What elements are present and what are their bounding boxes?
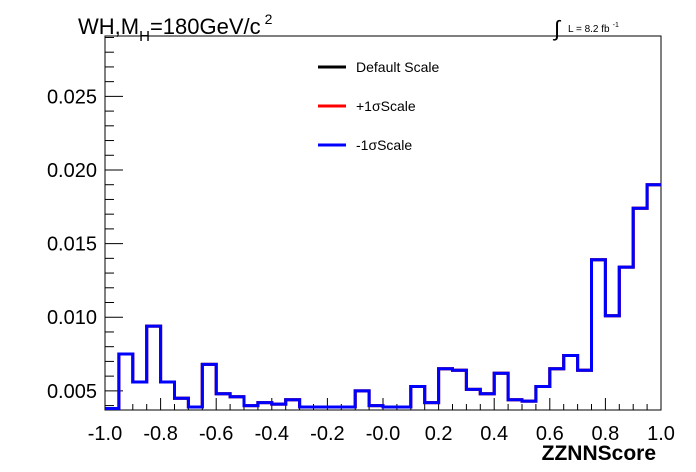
x-tick-label: -0.6 xyxy=(199,423,233,445)
x-tick-label: 1.0 xyxy=(647,423,675,445)
integral-sign: ∫ xyxy=(552,16,562,41)
legend-label: -1σScale xyxy=(356,137,412,153)
y-tick-label: 0.005 xyxy=(47,381,97,403)
y-tick-label: 0.015 xyxy=(47,234,97,256)
y-tick-label: 0.025 xyxy=(47,86,97,108)
chart-title-main: WH,M xyxy=(78,14,139,39)
luminosity-value: L = 8.2 fb xyxy=(568,24,610,35)
legend: Default Scale +1σScale -1σScale xyxy=(318,59,439,153)
x-tick-label: -1.0 xyxy=(88,423,122,445)
y-axis: 0.005 0.010 0.015 0.020 0.025 xyxy=(47,36,123,407)
legend-label: Default Scale xyxy=(356,59,439,75)
x-tick-label: 0.4 xyxy=(480,423,508,445)
luminosity-text: L = 8.2 fb -1 xyxy=(568,22,619,35)
chart-title-rest: =180GeV/c xyxy=(150,14,261,39)
y-tick-label: 0.010 xyxy=(47,307,97,329)
legend-label: +1σScale xyxy=(356,98,416,114)
luminosity-label: ∫ L = 8.2 fb -1 xyxy=(552,16,619,41)
x-tick-label: -0.4 xyxy=(255,423,289,445)
histogram-series-group xyxy=(105,183,661,411)
x-tick-label: -0.8 xyxy=(143,423,177,445)
x-tick-label: 0.8 xyxy=(591,423,619,445)
x-axis-label: ZZNNScore xyxy=(542,442,656,465)
luminosity-superscript: -1 xyxy=(613,22,619,29)
y-tick-label: 0.020 xyxy=(47,160,97,182)
x-tick-label: -0.0 xyxy=(366,423,400,445)
histogram-series-3 xyxy=(105,183,661,411)
chart-title-superscript: 2 xyxy=(265,11,273,27)
x-axis: -1.0 -0.8 -0.6 -0.4 -0.2 -0.0 0.2 0.4 0.6 0.8 1.0 xyxy=(88,398,675,445)
x-tick-label: 0.2 xyxy=(425,423,453,445)
x-tick-label: -0.2 xyxy=(310,423,344,445)
x-tick-label: 0.6 xyxy=(536,423,564,445)
